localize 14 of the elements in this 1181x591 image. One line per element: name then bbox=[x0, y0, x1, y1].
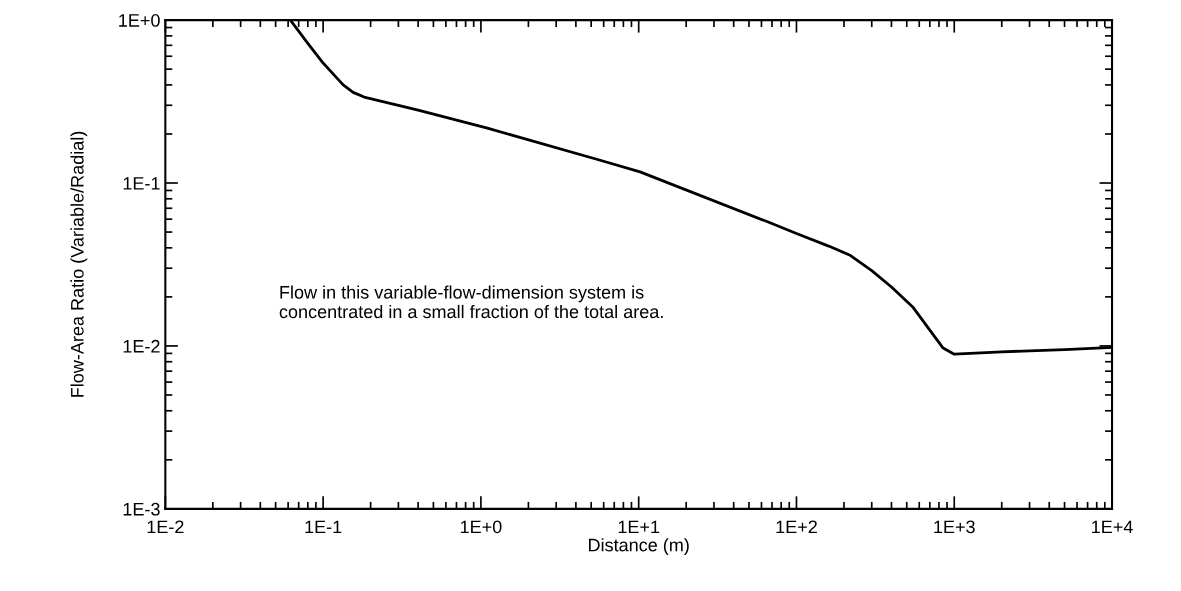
x-tick-label: 1E+1 bbox=[618, 520, 660, 534]
annotation: Flow in this variable-flow-dimension system is concentrated in a small fraction of the total area. bbox=[279, 285, 663, 319]
x-tick-label: 1E+4 bbox=[1092, 520, 1133, 534]
x-tick-label: 1E-1 bbox=[305, 520, 342, 534]
y-tick-label: 1E-3 bbox=[123, 502, 160, 516]
y-axis-title: Flow-Area Ratio (Variable/Radial) bbox=[70, 131, 88, 397]
y-tick-label: 1E+0 bbox=[119, 14, 160, 27]
x-axis-title: Distance (m) bbox=[589, 538, 689, 555]
y-tick-label: 1E-2 bbox=[123, 339, 160, 353]
x-tick-label: 1E-2 bbox=[147, 520, 184, 534]
y-tick-label: 1E-1 bbox=[123, 177, 160, 190]
x-tick-label: 1E+2 bbox=[776, 520, 817, 534]
x-tick-label: 1E+0 bbox=[460, 520, 502, 534]
x-tick-label: 1E+3 bbox=[934, 520, 975, 534]
